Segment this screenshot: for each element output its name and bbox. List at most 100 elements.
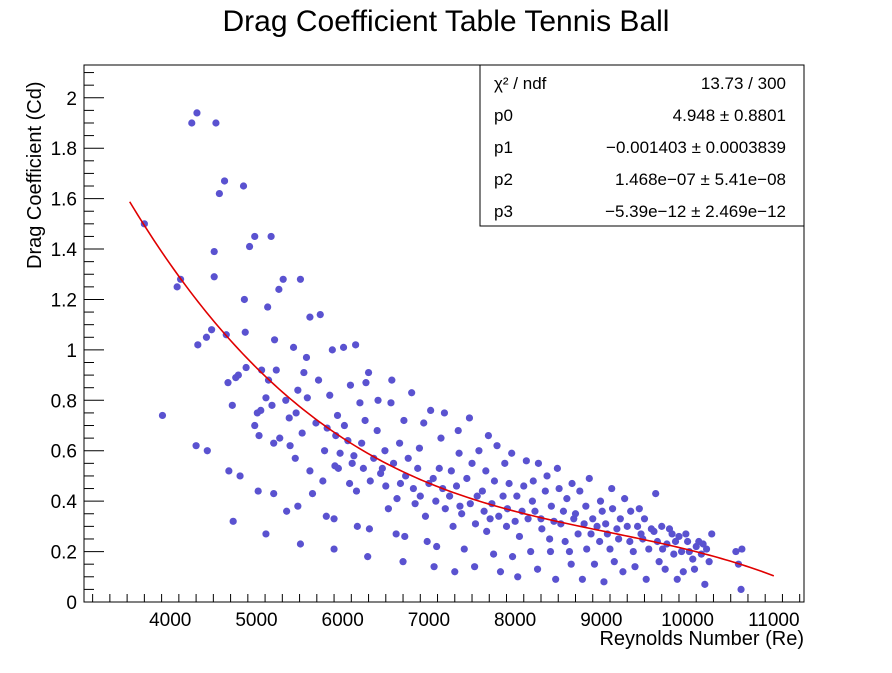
data-point: [387, 399, 395, 407]
y-tick-label: 0: [66, 593, 77, 614]
data-point: [629, 547, 637, 556]
data-point: [708, 530, 716, 538]
data-point: [202, 333, 211, 341]
data-point: [396, 479, 405, 488]
data-point: [635, 505, 643, 513]
data-point: [241, 328, 249, 336]
data-point: [348, 459, 356, 467]
stats-label: p2: [494, 170, 513, 189]
data-point: [268, 401, 276, 409]
data-point: [655, 558, 663, 566]
data-point: [316, 310, 324, 319]
data-point: [615, 535, 623, 543]
data-point: [296, 275, 305, 283]
data-point: [432, 497, 440, 505]
data-point: [596, 537, 604, 546]
data-point: [613, 525, 621, 533]
data-point: [330, 545, 338, 553]
data-point: [608, 484, 616, 493]
data-point: [590, 560, 599, 568]
data-point: [508, 449, 516, 457]
data-point: [493, 442, 501, 450]
data-point: [437, 434, 445, 442]
data-point: [471, 563, 479, 571]
data-point: [455, 449, 463, 457]
data-point: [553, 464, 561, 472]
data-point: [683, 537, 692, 546]
stats-label: p3: [494, 202, 513, 221]
data-point: [245, 242, 254, 251]
data-point: [475, 447, 483, 455]
data-point: [531, 507, 539, 515]
data-point: [272, 366, 280, 374]
data-point: [679, 568, 687, 576]
data-point: [339, 343, 348, 351]
data-point: [598, 507, 606, 515]
data-point: [326, 391, 334, 399]
data-point: [606, 545, 614, 553]
data-point: [452, 482, 461, 490]
data-point: [262, 394, 270, 402]
stats-box: χ² / ndf 13.73 / 300 p0 4.948 ± 0.8801 p1 −0.…: [479, 64, 805, 227]
data-point: [482, 467, 490, 475]
data-point: [447, 467, 455, 475]
y-tick-label: 1.6: [51, 190, 77, 211]
data-point: [589, 515, 597, 523]
data-point: [210, 273, 218, 281]
stats-value: 4.948 ± 0.8801: [673, 106, 786, 125]
stats-box-frame: [479, 64, 805, 227]
data-point: [738, 545, 746, 553]
data-point: [478, 487, 486, 495]
stats-label: χ² / ndf: [494, 74, 547, 93]
data-point: [330, 515, 338, 523]
data-point: [302, 353, 311, 362]
data-point: [401, 532, 409, 541]
data-point: [608, 505, 617, 513]
data-point: [399, 558, 407, 566]
data-point: [320, 447, 329, 455]
data-point: [524, 515, 532, 523]
data-point: [480, 507, 488, 515]
data-point: [567, 560, 575, 568]
data-point: [631, 563, 639, 571]
data-point: [296, 540, 305, 548]
data-point: [454, 426, 462, 435]
data-point: [701, 580, 709, 588]
data-point: [333, 411, 342, 420]
data-point: [582, 502, 590, 510]
data-point: [600, 578, 608, 586]
data-point: [658, 545, 667, 553]
data-point: [675, 532, 683, 541]
x-tick-label: 8000: [494, 610, 536, 631]
data-point: [373, 426, 381, 435]
y-tick-label: 1.2: [51, 290, 77, 311]
data-point: [362, 379, 370, 387]
data-point: [508, 553, 517, 561]
data-point: [210, 247, 218, 256]
data-point: [212, 119, 220, 127]
data-point: [650, 527, 658, 536]
data-point: [429, 474, 437, 483]
data-point: [496, 568, 505, 576]
data-point: [627, 507, 635, 515]
data-point: [645, 545, 653, 553]
data-points: [140, 109, 746, 593]
data-point: [668, 530, 676, 538]
data-point: [393, 495, 401, 503]
data-point: [576, 487, 584, 495]
data-point: [473, 492, 481, 500]
data-point: [511, 517, 519, 525]
data-point: [702, 545, 711, 553]
data-point: [471, 520, 480, 528]
data-point: [529, 477, 537, 485]
data-point: [486, 515, 494, 523]
y-tick-label: 0.4: [51, 492, 78, 513]
data-point: [359, 464, 367, 472]
data-point: [449, 522, 457, 530]
data-point: [255, 432, 263, 440]
x-tick-label: 11000: [748, 610, 799, 631]
data-point: [279, 275, 287, 283]
data-point: [414, 464, 422, 472]
data-point: [251, 232, 259, 241]
